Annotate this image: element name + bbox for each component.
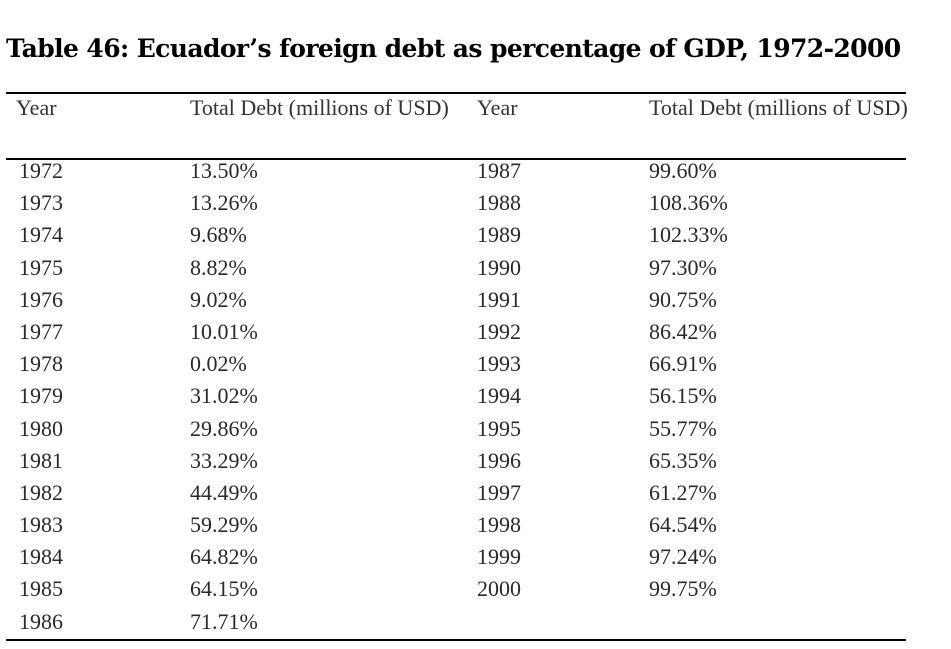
cell-total-debt: 61.27% — [649, 479, 717, 505]
table-row: 1979 31.02% 1994 56.15% — [0, 380, 951, 412]
table-row: 1983 59.29% 1998 64.54% — [0, 509, 951, 541]
cell-year: 1992 — [477, 318, 521, 344]
top-rule — [6, 92, 906, 94]
cell-year: 1981 — [19, 447, 63, 473]
cell-total-debt: 55.77% — [649, 415, 717, 441]
cell-year: 1973 — [19, 190, 63, 216]
cell-total-debt: 64.15% — [190, 576, 258, 602]
table-row: 1980 29.86% 1995 55.77% — [0, 413, 951, 445]
cell-total-debt: 64.54% — [649, 512, 717, 538]
table-row: 1981 33.29% 1996 65.35% — [0, 445, 951, 477]
cell-total-debt: 108.36% — [649, 190, 728, 216]
cell-total-debt: 90.75% — [649, 286, 717, 312]
table-row: 1973 13.26% 1988 108.36% — [0, 187, 951, 219]
cell-total-debt: 99.60% — [649, 158, 717, 183]
cell-year: 1986 — [19, 608, 63, 634]
cell-year: 1990 — [477, 254, 521, 280]
cell-year: 1998 — [477, 512, 521, 538]
cell-year: 1976 — [19, 286, 63, 312]
cell-total-debt: 44.49% — [190, 479, 258, 505]
cell-year: 1983 — [19, 512, 63, 538]
table-row: 1972 13.50% 1987 99.60% — [0, 155, 951, 187]
cell-total-debt: 31.02% — [190, 383, 258, 409]
header-year-left: Year — [16, 95, 57, 120]
header-year-right: Year — [477, 95, 518, 120]
cell-total-debt: 59.29% — [190, 512, 258, 538]
cell-total-debt: 8.82% — [190, 254, 247, 280]
table-title: Table 46: Ecuador’s foreign debt as perc… — [6, 34, 901, 63]
cell-total-debt: 9.02% — [190, 286, 247, 312]
cell-year: 1999 — [477, 544, 521, 570]
header-rule — [6, 158, 906, 160]
table-row: 1984 64.82% 1999 97.24% — [0, 541, 951, 573]
cell-total-debt: 66.91% — [649, 351, 717, 377]
header-total-debt-left: Total Debt (millions of USD) — [190, 95, 449, 120]
cell-total-debt: 102.33% — [649, 222, 728, 248]
cell-year: 1977 — [19, 318, 63, 344]
table-row: 1975 8.82% 1990 97.30% — [0, 252, 951, 284]
cell-year: 1988 — [477, 190, 521, 216]
cell-year: 1994 — [477, 383, 521, 409]
cell-year: 1996 — [477, 447, 521, 473]
cell-total-debt: 86.42% — [649, 318, 717, 344]
cell-year: 1984 — [19, 544, 63, 570]
cell-year: 1979 — [19, 383, 63, 409]
cell-total-debt: 71.71% — [190, 608, 258, 634]
cell-total-debt: 13.26% — [190, 190, 258, 216]
header-total-debt-right: Total Debt (millions of USD) — [649, 95, 908, 120]
table-row: 1974 9.68% 1989 102.33% — [0, 219, 951, 251]
cell-total-debt: 0.02% — [190, 351, 247, 377]
cell-year: 1972 — [19, 158, 63, 183]
table-row: 1978 0.02% 1993 66.91% — [0, 348, 951, 380]
table-row: 1986 71.71% — [0, 606, 951, 638]
cell-total-debt: 64.82% — [190, 544, 258, 570]
table-row: 1976 9.02% 1991 90.75% — [0, 284, 951, 316]
table-row: 1985 64.15% 2000 99.75% — [0, 573, 951, 605]
cell-year: 1982 — [19, 479, 63, 505]
cell-year: 1985 — [19, 576, 63, 602]
cell-year: 2000 — [477, 576, 521, 602]
cell-year: 1997 — [477, 479, 521, 505]
cell-total-debt: 33.29% — [190, 447, 258, 473]
cell-year: 1980 — [19, 415, 63, 441]
cell-year: 1975 — [19, 254, 63, 280]
cell-year: 1995 — [477, 415, 521, 441]
cell-total-debt: 13.50% — [190, 158, 258, 183]
cell-total-debt: 97.30% — [649, 254, 717, 280]
cell-year: 1989 — [477, 222, 521, 248]
cell-total-debt: 9.68% — [190, 222, 247, 248]
table-header: Year Total Debt (millions of USD) Year T… — [0, 92, 951, 158]
cell-year: 1974 — [19, 222, 63, 248]
cell-year: 1987 — [477, 158, 521, 183]
table-row: 1977 10.01% 1992 86.42% — [0, 316, 951, 348]
cell-year: 1993 — [477, 351, 521, 377]
table-body: 1972 13.50% 1987 99.60% 1973 13.26% 1988 108.36… — [0, 155, 951, 638]
cell-total-debt: 56.15% — [649, 383, 717, 409]
cell-total-debt: 99.75% — [649, 576, 717, 602]
cell-total-debt: 65.35% — [649, 447, 717, 473]
cell-total-debt: 29.86% — [190, 415, 258, 441]
table-row: 1982 44.49% 1997 61.27% — [0, 477, 951, 509]
cell-total-debt: 97.24% — [649, 544, 717, 570]
cell-year: 1991 — [477, 286, 521, 312]
cell-total-debt: 10.01% — [190, 318, 258, 344]
cell-year: 1978 — [19, 351, 63, 377]
bottom-rule — [6, 639, 906, 641]
